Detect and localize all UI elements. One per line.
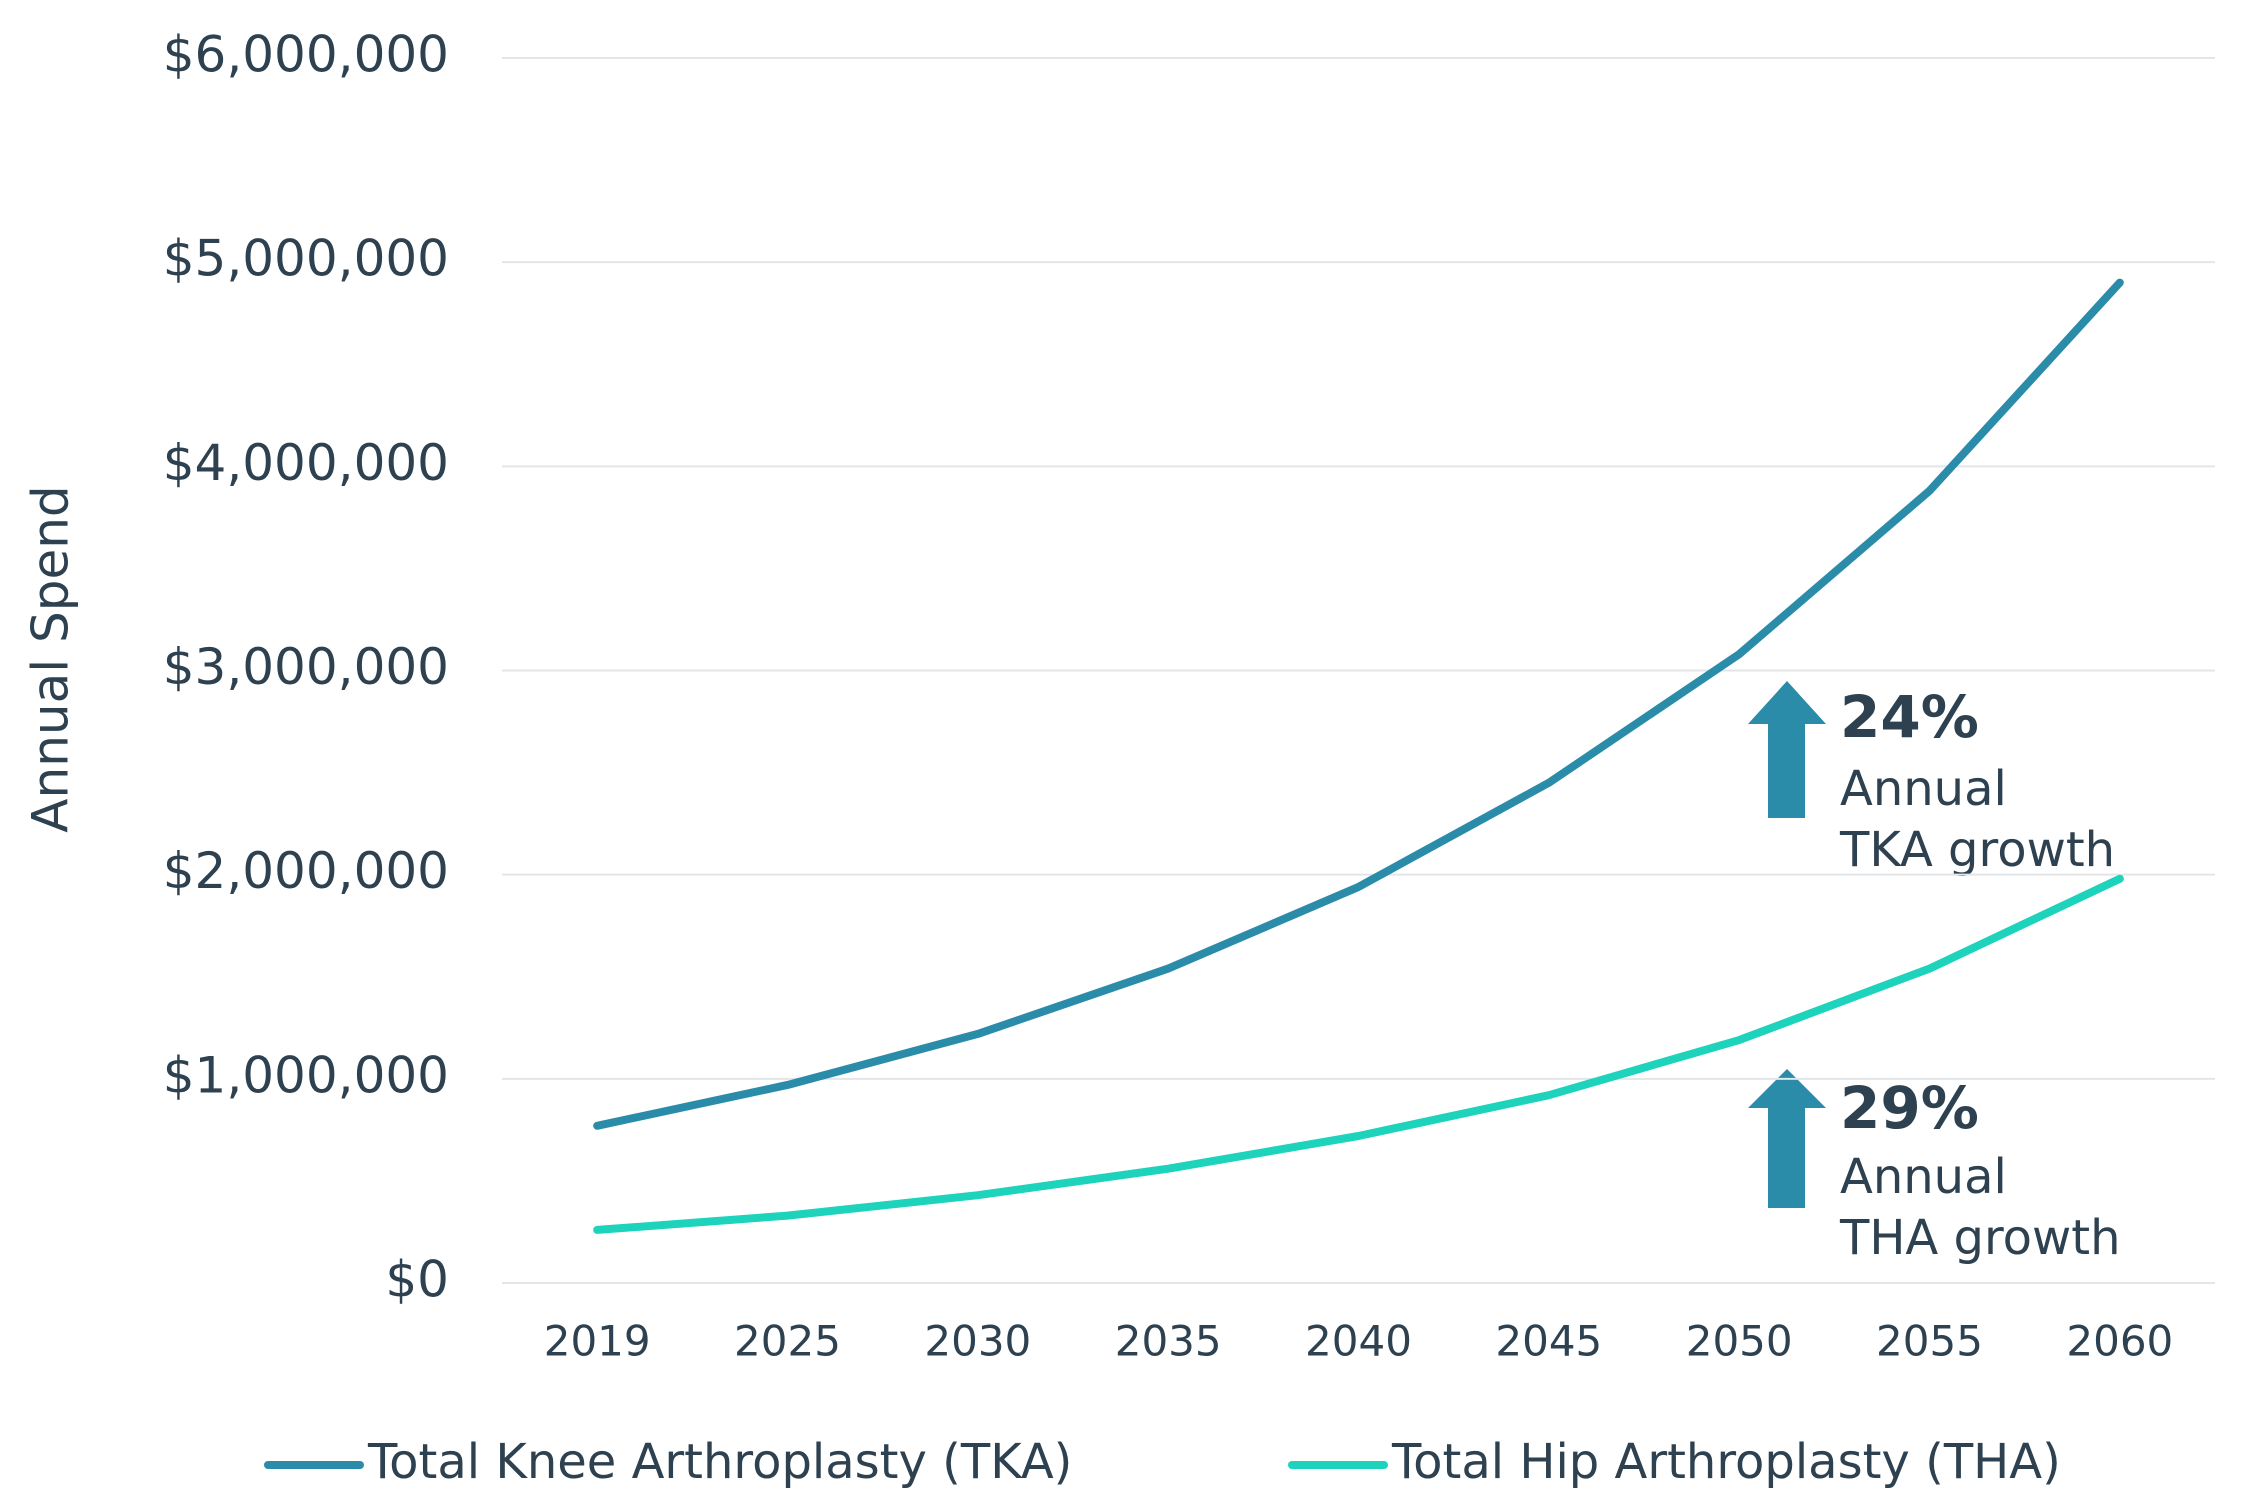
x-tick-label: 2055: [1876, 1317, 1983, 1366]
annotation-value: 29%: [1840, 1074, 1979, 1142]
annotation-value: 24%: [1840, 683, 1979, 751]
legend-label: Total Hip Arthroplasty (THA): [1391, 1434, 2061, 1490]
y-tick-label: $2,000,000: [163, 842, 449, 900]
annotation-arrow: [1748, 681, 1826, 1208]
y-axis-title: Annual Spend: [22, 485, 80, 832]
x-tick-label: 2060: [2066, 1317, 2173, 1366]
y-tick-label: $6,000,000: [163, 26, 449, 84]
annotation-text: TKA growth: [1839, 822, 2115, 878]
x-tick-label: 2040: [1305, 1317, 1412, 1366]
x-tick-label: 2019: [544, 1317, 651, 1366]
annotation-text: THA growth: [1839, 1210, 2121, 1266]
y-tick-label: $1,000,000: [163, 1046, 449, 1104]
y-tick-label: $0: [385, 1251, 449, 1309]
x-tick-label: 2045: [1495, 1317, 1602, 1366]
annotation-text: Annual: [1840, 1149, 2007, 1205]
x-tick-label: 2030: [924, 1317, 1031, 1366]
line: [593, 874, 2124, 1234]
y-tick-label: $4,000,000: [163, 434, 449, 492]
x-tick-label: 2025: [734, 1317, 841, 1366]
y-tick-label: $3,000,000: [163, 638, 449, 696]
line: [593, 278, 2124, 1130]
x-tick-label: 2035: [1115, 1317, 1222, 1366]
annotation-text: Annual: [1840, 761, 2007, 817]
y-tick-label: $5,000,000: [163, 230, 449, 288]
x-tick-label: 2050: [1686, 1317, 1793, 1366]
legend-label: Total Knee Arthroplasty (TKA): [367, 1434, 1072, 1490]
